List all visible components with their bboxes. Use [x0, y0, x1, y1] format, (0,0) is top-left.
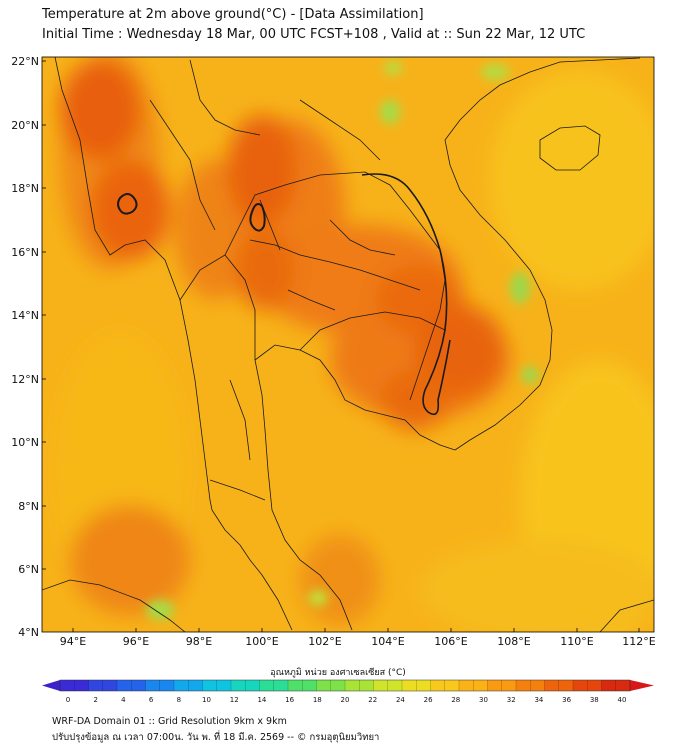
colorbar-tick-label: 0: [66, 696, 70, 704]
colorbar: [42, 679, 654, 692]
lon-label: 100°E: [245, 635, 278, 648]
colorbar-segment: [373, 680, 403, 691]
colorbar-tick-label: 26: [424, 696, 433, 704]
colorbar-segment: [117, 680, 146, 691]
colorbar-tick-label: 24: [396, 696, 405, 704]
lat-label: 10°N: [11, 436, 39, 449]
lat-label: 16°N: [11, 246, 39, 259]
lat-label: 14°N: [11, 309, 39, 322]
lon-label: 98°E: [186, 635, 212, 648]
colorbar-segment: [288, 680, 317, 691]
colorbar-segment: [316, 680, 346, 691]
colorbar-tick-label: 4: [121, 696, 126, 704]
colorbar-ticks: 0 2 4 6 8 10 12 14 16 18 20 22 24 26 28 30 32 34 36 38 40: [66, 696, 627, 704]
latitude-labels: 22°N 20°N 18°N 16°N 14°N 12°N 10°N 8°N 6…: [11, 55, 39, 639]
colorbar-tick-label: 12: [230, 696, 239, 704]
map-title: Temperature at 2m above ground(°C) - [Da…: [42, 7, 424, 22]
map-subtitle: Initial Time : Wednesday 18 Mar, 00 UTC …: [42, 27, 586, 42]
colorbar-segment: [430, 680, 460, 691]
colorbar-max-arrow: [630, 680, 654, 691]
coastlines-borders: [42, 57, 654, 632]
footer-model-info: WRF-DA Domain 01 :: Grid Resolution 9km …: [52, 716, 287, 727]
colorbar-segment: [487, 680, 517, 691]
lon-label: 106°E: [434, 635, 467, 648]
latitude-ticks: [42, 60, 46, 570]
colorbar-min-arrow: [42, 680, 60, 691]
colorbar-segment: [402, 680, 431, 691]
lat-label: 18°N: [11, 182, 39, 195]
colorbar-segment: [601, 680, 631, 691]
colorbar-segment: [573, 680, 602, 691]
lat-label: 8°N: [18, 500, 39, 513]
footer-update-info: ปรับปรุงข้อมูล ณ เวลา 07:00น. วัน พ. ที่…: [52, 732, 380, 743]
colorbar-segment: [60, 680, 89, 691]
colorbar-tick-label: 36: [562, 696, 571, 704]
colorbar-tick-label: 38: [590, 696, 599, 704]
colorbar-tick-label: 14: [257, 696, 266, 704]
colorbar-segment: [516, 680, 545, 691]
lon-label: 94°E: [60, 635, 86, 648]
colorbar-tick-label: 32: [507, 696, 516, 704]
colorbar-segment: [145, 680, 175, 691]
lat-label: 6°N: [18, 563, 39, 576]
lat-label: 12°N: [11, 373, 39, 386]
colorbar-tick-label: 28: [451, 696, 460, 704]
colorbar-tick-label: 18: [313, 696, 322, 704]
colorbar-title: อุณหภูมิ หน่วย องศาเซลเซียส (°C): [270, 668, 406, 678]
colorbar-segment: [174, 680, 203, 691]
colorbar-segment: [88, 680, 118, 691]
colorbar-tick-label: 16: [285, 696, 294, 704]
map-frame: [41, 56, 655, 633]
colorbar-segment: [202, 680, 232, 691]
longitude-labels: 94°E 96°E 98°E 100°E 102°E 104°E 106°E 1…: [60, 635, 656, 648]
colorbar-segment: [544, 680, 574, 691]
colorbar-tick-label: 6: [149, 696, 154, 704]
colorbar-tick-label: 22: [368, 696, 377, 704]
colorbar-outline: [59, 679, 631, 692]
colorbar-tick-label: 30: [479, 696, 488, 704]
colorbar-tick-label: 10: [202, 696, 211, 704]
lat-label: 22°N: [11, 55, 39, 68]
lat-label: 20°N: [11, 119, 39, 132]
colorbar-tick-label: 20: [341, 696, 350, 704]
colorbar-tick-label: 2: [93, 696, 97, 704]
colorbar-tick-label: 8: [177, 696, 181, 704]
temperature-field: [42, 57, 654, 632]
lon-label: 110°E: [560, 635, 593, 648]
colorbar-segment: [345, 680, 374, 691]
longitude-ticks: [72, 628, 640, 632]
colorbar-tick-label: 40: [618, 696, 627, 704]
lon-label: 104°E: [371, 635, 404, 648]
lon-label: 96°E: [123, 635, 149, 648]
colorbar-tick-label: 34: [534, 696, 543, 704]
colorbar-segment: [259, 680, 289, 691]
lat-label: 4°N: [18, 626, 39, 639]
lon-label: 102°E: [308, 635, 341, 648]
colorbar-segment: [231, 680, 260, 691]
lon-label: 108°E: [497, 635, 530, 648]
lon-label: 112°E: [622, 635, 655, 648]
colorbar-segment: [459, 680, 488, 691]
